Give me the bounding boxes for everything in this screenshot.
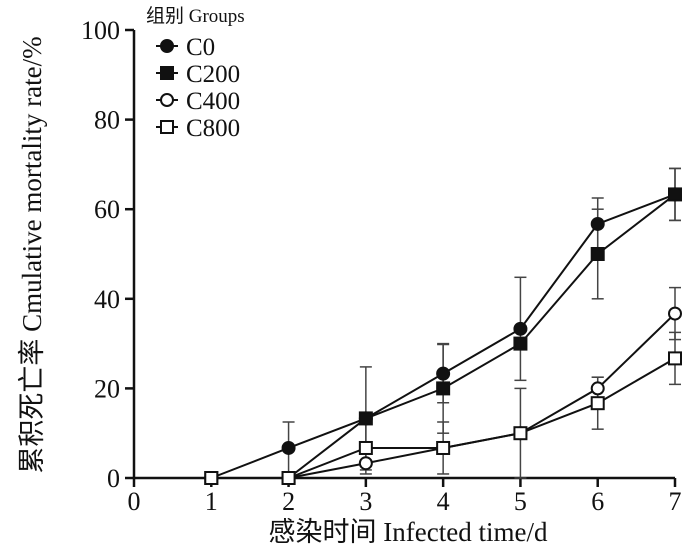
x-tick-label: 7 <box>669 487 682 516</box>
data-point-c400 <box>668 306 682 321</box>
x-tick-label: 3 <box>359 487 372 516</box>
data-point-c400 <box>358 456 373 471</box>
x-tick-label: 1 <box>205 487 218 516</box>
y-axis-title: 累积死亡率 Cmulative mortality rate/% <box>17 36 47 473</box>
x-tick-label: 5 <box>514 487 527 516</box>
y-tick-label: 40 <box>94 285 120 314</box>
data-point-c0 <box>436 366 451 381</box>
y-tick-label: 80 <box>94 106 120 135</box>
legend-marker-c200 <box>160 66 174 80</box>
data-point-c200 <box>358 411 373 426</box>
legend-label-c400: C400 <box>186 88 240 115</box>
data-point-c800 <box>590 396 605 411</box>
tick-labels: 0 1 2 3 4 5 6 7 0 20 40 60 80 100 <box>81 16 682 516</box>
data-point-c800 <box>668 351 682 366</box>
data-point-c200 <box>436 381 451 396</box>
legend-marker-c0 <box>160 39 174 53</box>
data-point-c0 <box>513 321 528 336</box>
data-point-c400 <box>590 381 605 396</box>
legend-label-c200: C200 <box>186 61 240 88</box>
x-tick-label: 4 <box>437 487 450 516</box>
data-point-c0 <box>590 216 605 231</box>
y-tick-label: 100 <box>81 16 120 45</box>
legend-marker-c400 <box>160 93 174 107</box>
data-point-c800 <box>436 440 451 455</box>
data-point-c800 <box>204 471 219 485</box>
x-tick-label: 6 <box>591 487 604 516</box>
y-tick-label: 60 <box>94 195 120 224</box>
data-point-c800 <box>513 426 528 441</box>
data-point-c0 <box>281 440 296 455</box>
data-point-c800 <box>358 440 373 455</box>
data-point-c200 <box>590 247 605 261</box>
data-point-c800 <box>281 471 296 485</box>
y-tick-label: 20 <box>94 374 120 403</box>
data-point-c200 <box>513 336 528 351</box>
y-tick-label: 0 <box>107 464 120 493</box>
x-tick-label: 0 <box>128 487 141 516</box>
legend-title: 组别 Groups <box>146 5 245 27</box>
series-markers <box>204 187 682 485</box>
x-axis-title: 感染时间 Infected time/d <box>269 517 548 547</box>
legend-label-c800: C800 <box>186 115 240 142</box>
legend-marker-c800 <box>160 120 174 134</box>
legend-label-c0: C0 <box>186 34 215 61</box>
x-tick-label: 2 <box>282 487 295 516</box>
data-point-c200 <box>668 187 682 202</box>
